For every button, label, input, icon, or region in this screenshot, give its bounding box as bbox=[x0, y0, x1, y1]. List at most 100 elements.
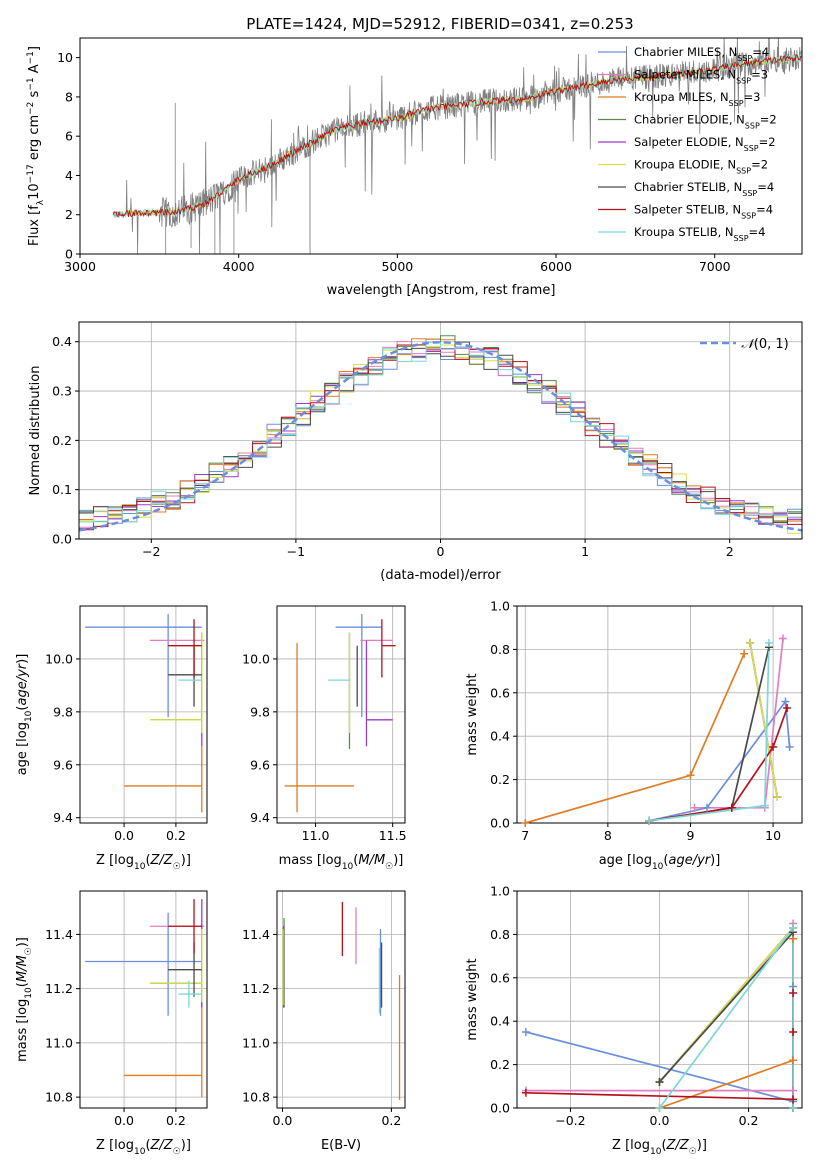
grid-lines bbox=[80, 891, 207, 1108]
panel-age_vs_mass: 11.0 11.5 9.4 9.6 9.8 10.0 mass [log10(M/M☉)] bbox=[242, 605, 407, 872]
x-tick-label: 2 bbox=[726, 544, 734, 559]
x-axis-label: age [log10(age/yr)] bbox=[599, 853, 721, 872]
y-tick-label: 10.8 bbox=[45, 1090, 73, 1105]
x-tick-label: 0.2 bbox=[166, 1113, 186, 1128]
series-line-salpeter_stelib bbox=[649, 707, 788, 822]
y-tick-label: 8 bbox=[65, 89, 73, 104]
ticks: 0.0 0.2 9.4 9.6 9.8 10.0 bbox=[45, 651, 186, 843]
plot-area bbox=[79, 335, 802, 534]
y-tick-label: 0.2 bbox=[490, 772, 510, 787]
x-tick-label: −0.2 bbox=[555, 1113, 585, 1128]
y-tick-label: 0.8 bbox=[490, 642, 510, 657]
panel-spectrum: 3000 4000 5000 6000 7000 0 2 4 6 8 10 wavelength [A… bbox=[26, 37, 803, 298]
y-axis-label: age [log10(age/yr)] bbox=[15, 654, 34, 776]
x-tick-label: 0.0 bbox=[114, 828, 134, 843]
x-tick-label: 9 bbox=[687, 828, 695, 843]
x-axis-label: Z [log10(Z/Z☉)] bbox=[612, 1138, 707, 1157]
marker-salpeter_stelib bbox=[769, 743, 778, 752]
series-line-chabrier_miles bbox=[649, 699, 791, 822]
x-tick-label: 0.2 bbox=[739, 1113, 759, 1128]
y-tick-label: 10.8 bbox=[242, 1090, 270, 1105]
histogram-chabrier_stelib bbox=[79, 341, 802, 524]
y-axis-label: mass [log10(M/M☉)] bbox=[15, 937, 34, 1062]
y-tick-label: 9.6 bbox=[53, 757, 73, 772]
x-tick-label: 0 bbox=[437, 544, 445, 559]
marker-chabrier_miles bbox=[781, 697, 790, 706]
y-axis-label: Normed distribution bbox=[28, 366, 43, 496]
legend-label: Kroupa STELIB, NSSP=4 bbox=[634, 225, 765, 243]
y-axis-label: mass weight bbox=[465, 673, 480, 755]
y-tick-label: 9.4 bbox=[250, 810, 270, 825]
x-axis-label: (data-model)/error bbox=[380, 568, 501, 583]
panel-mass_vs_ebv: 0.0 0.2 10.8 11.0 11.2 11.4 E(B-V) bbox=[242, 890, 406, 1153]
legend-label: 𝒩(0, 1) bbox=[741, 337, 788, 352]
panel-mass_vs_Z: 0.0 0.2 10.8 11.0 11.2 11.4 Z [log10(Z/Z☉)] mas… bbox=[15, 890, 208, 1157]
x-tick-label: 7000 bbox=[699, 259, 731, 274]
marker-chabrier_miles bbox=[785, 743, 794, 752]
y-tick-label: 0.6 bbox=[490, 685, 510, 700]
y-tick-label: 0.2 bbox=[52, 433, 72, 448]
x-tick-label: 0.0 bbox=[114, 1113, 134, 1128]
x-tick-label: 4000 bbox=[223, 259, 255, 274]
plot-area bbox=[85, 613, 205, 813]
y-tick-label: 0.6 bbox=[490, 970, 510, 985]
y-tick-label: 0.0 bbox=[52, 532, 72, 547]
legend: Chabrier MILES, NSSP=4 Salpeter MILES, NS… bbox=[598, 45, 777, 243]
y-tick-label: 11.0 bbox=[45, 1035, 73, 1050]
marker-salpeter_stelib bbox=[521, 1088, 530, 1097]
y-tick-label: 10.0 bbox=[242, 651, 270, 666]
y-tick-label: 11.4 bbox=[45, 927, 73, 942]
marker-kroupa_stelib bbox=[789, 923, 798, 932]
x-tick-label: −1 bbox=[287, 544, 305, 559]
legend-label: Salpeter MILES, NSSP=3 bbox=[634, 68, 768, 86]
y-tick-label: 1.0 bbox=[490, 884, 510, 899]
y-tick-label: 11.4 bbox=[242, 927, 270, 942]
figure-title: PLATE=1424, MJD=52912, FIBERID=0341, z=0… bbox=[246, 15, 633, 33]
marker-kroupa_stelib bbox=[655, 1104, 664, 1112]
panel-residuals: −2 −1 0 1 2 0.0 0.1 0.2 0.3 0.4 (data-model)/error… bbox=[28, 321, 803, 583]
normal-reference-curve bbox=[79, 340, 802, 532]
x-tick-label: 0.2 bbox=[166, 828, 186, 843]
y-axis-label: mass weight bbox=[465, 958, 480, 1040]
x-axis-label: Z [log10(Z/Z☉)] bbox=[96, 1138, 191, 1157]
marker-kroupa_stelib bbox=[764, 638, 773, 647]
marker-kroupa_stelib bbox=[645, 816, 654, 825]
axes-frame bbox=[276, 605, 406, 824]
marker-kroupa_elodie bbox=[745, 638, 754, 647]
y-tick-label: 1.0 bbox=[490, 599, 510, 614]
y-tick-label: 9.8 bbox=[53, 704, 73, 719]
grid-lines bbox=[517, 890, 802, 1109]
x-axis-label: Z [log10(Z/Z☉)] bbox=[96, 853, 191, 872]
legend-label: Chabrier STELIB, NSSP=4 bbox=[634, 180, 774, 198]
marker-salpeter_stelib bbox=[727, 803, 736, 812]
x-tick-label: 1 bbox=[581, 544, 589, 559]
panel-mass_weight_vs_Z: −0.2 0.0 0.2 0.0 0.2 0.4 0.6 0.8 1.0 Z [log10(Z/Z… bbox=[465, 884, 803, 1157]
x-tick-label: 0.0 bbox=[273, 1113, 293, 1128]
axes-frame bbox=[79, 37, 803, 255]
y-tick-label: 9.6 bbox=[250, 757, 270, 772]
x-tick-label: 11.5 bbox=[379, 828, 407, 843]
marker-kroupa_miles bbox=[740, 649, 749, 658]
series-line-kroupa_miles bbox=[525, 653, 745, 823]
y-tick-label: 0.0 bbox=[490, 816, 510, 831]
panel-mass_weight_vs_age: 7 8 9 10 0.0 0.2 0.4 0.6 0.8 1.0 age [log10(age/yr… bbox=[465, 599, 803, 872]
x-tick-label: 6000 bbox=[540, 259, 572, 274]
y-tick-label: 2 bbox=[65, 207, 73, 222]
y-tick-label: 11.2 bbox=[242, 981, 270, 996]
y-tick-label: 0.0 bbox=[490, 1101, 510, 1116]
y-tick-label: 0.4 bbox=[490, 1014, 510, 1029]
x-tick-label: −2 bbox=[142, 544, 160, 559]
x-tick-label: 8 bbox=[604, 828, 612, 843]
plot-area bbox=[112, 38, 802, 254]
histogram-kroupa_stelib bbox=[79, 342, 802, 523]
y-tick-label: 0.1 bbox=[52, 482, 72, 497]
marker-kroupa_stelib bbox=[789, 1104, 798, 1112]
ticks: 7 8 9 10 0.0 0.2 0.4 0.6 0.8 1.0 bbox=[490, 599, 781, 844]
histogram-chabrier_elodie bbox=[79, 335, 802, 522]
y-tick-label: 6 bbox=[65, 129, 73, 144]
x-tick-label: 3000 bbox=[64, 259, 96, 274]
series-line-kroupa_miles bbox=[659, 938, 794, 1108]
marker-salpeter_stelib bbox=[789, 1028, 798, 1037]
legend-label: Kroupa ELODIE, NSSP=2 bbox=[634, 158, 768, 176]
